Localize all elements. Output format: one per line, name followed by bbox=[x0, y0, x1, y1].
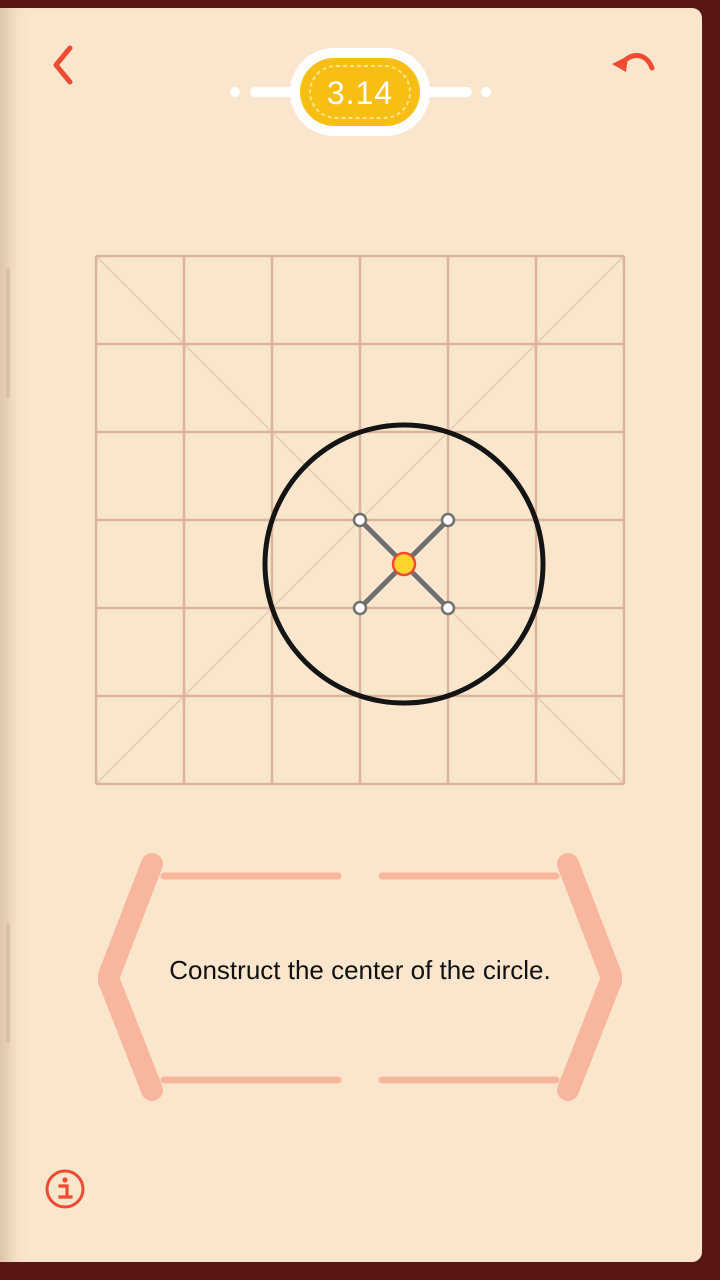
hint-panel bbox=[97, 852, 623, 1104]
spine-highlight bbox=[6, 923, 10, 1043]
undo-button[interactable] bbox=[606, 42, 662, 90]
level-label: 3.14 bbox=[326, 75, 394, 111]
info-button[interactable] bbox=[42, 1166, 88, 1212]
level-badge bbox=[230, 48, 491, 136]
undo-icon bbox=[612, 53, 655, 72]
back-button[interactable] bbox=[44, 40, 88, 90]
spine-highlight bbox=[6, 268, 10, 398]
hint-frame-decoration bbox=[97, 853, 623, 1101]
info-icon bbox=[45, 1169, 85, 1209]
construction-point[interactable] bbox=[352, 600, 368, 616]
chevron-left-icon bbox=[53, 45, 73, 85]
construction-point[interactable] bbox=[440, 600, 456, 616]
target-circle[interactable] bbox=[262, 422, 546, 706]
construction-point[interactable] bbox=[440, 512, 456, 528]
construction-board[interactable] bbox=[90, 250, 630, 790]
construction-point[interactable] bbox=[352, 512, 368, 528]
level-indicator bbox=[228, 48, 494, 138]
center-point[interactable] bbox=[391, 551, 417, 577]
hint-text: Construct the center of the circle. bbox=[169, 955, 551, 985]
board-canvas[interactable] bbox=[90, 250, 630, 790]
